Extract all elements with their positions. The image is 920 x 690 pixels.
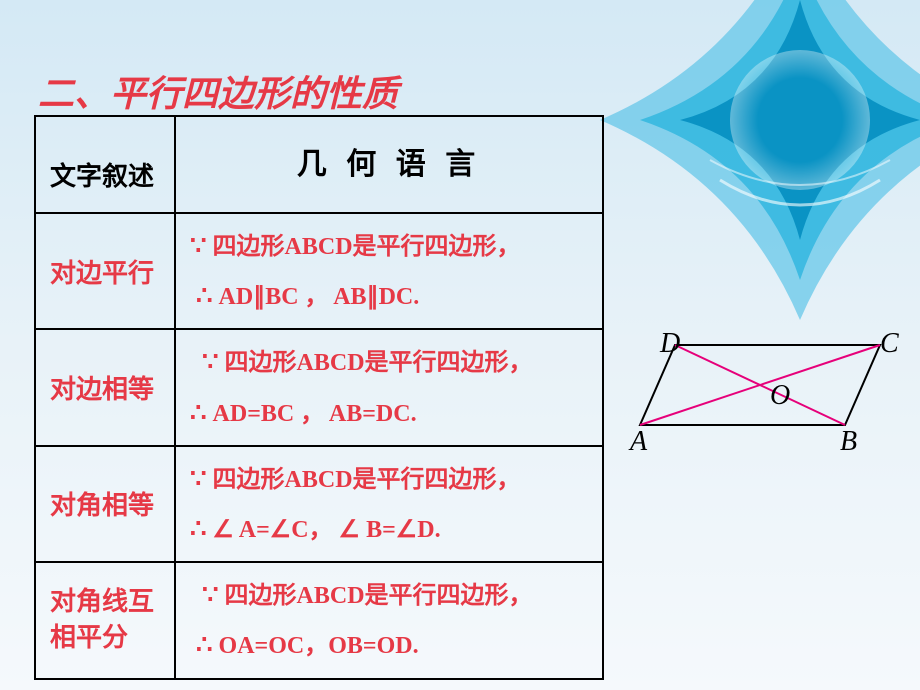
therefore-symbol: ∴ bbox=[196, 281, 219, 310]
therefore-symbol: ∴ bbox=[196, 630, 219, 659]
therefore-symbol: ∴ bbox=[190, 398, 213, 427]
property-label: 对角线互相平分 bbox=[36, 563, 176, 677]
parallelogram-diagram: A B C D O bbox=[630, 330, 900, 470]
table-row: 对角线互相平分 ∵四边形ABCD是平行四边形， ∴OA=OC，OB=OD. bbox=[36, 563, 602, 677]
premise-text: 四边形ABCD是平行四边形， bbox=[213, 234, 521, 260]
vertex-label-b: B bbox=[840, 426, 857, 458]
premise-text: 四边形ABCD是平行四边形， bbox=[225, 583, 533, 609]
premise-text: 四边形ABCD是平行四边形， bbox=[225, 350, 533, 376]
because-symbol: ∵ bbox=[202, 580, 225, 609]
property-geometry: ∵四边形ABCD是平行四边形， ∴AD=BC ， AB=DC. bbox=[176, 330, 602, 444]
property-label: 对边平行 bbox=[36, 214, 176, 328]
header-text-description: 文字叙述 bbox=[36, 117, 176, 212]
because-symbol: ∵ bbox=[190, 231, 213, 260]
vertex-label-a: A bbox=[630, 426, 647, 458]
because-symbol: ∵ bbox=[190, 464, 213, 493]
header-geometry-language: 几 何 语 言 bbox=[176, 117, 602, 212]
center-label-o: O bbox=[770, 380, 790, 412]
properties-table: 文字叙述 几 何 语 言 对边平行 ∵四边形ABCD是平行四边形， ∴AD∥BC… bbox=[34, 115, 604, 680]
property-label: 对角相等 bbox=[36, 447, 176, 561]
conclusion-text: AD∥BC ， AB∥DC. bbox=[219, 284, 420, 310]
conclusion-text: OA=OC，OB=OD. bbox=[219, 633, 419, 659]
table-row: 对边平行 ∵四边形ABCD是平行四边形， ∴AD∥BC ， AB∥DC. bbox=[36, 214, 602, 330]
property-geometry: ∵四边形ABCD是平行四边形， ∴∠ A=∠C， ∠ B=∠D. bbox=[176, 447, 602, 561]
table-header-row: 文字叙述 几 何 语 言 bbox=[36, 117, 602, 214]
conclusion-text: AD=BC ， AB=DC. bbox=[213, 401, 417, 427]
therefore-symbol: ∴ bbox=[190, 514, 213, 543]
vertex-label-c: C bbox=[880, 328, 899, 360]
page-title: 二、平行四边形的性质 bbox=[38, 65, 398, 117]
property-label: 对边相等 bbox=[36, 330, 176, 444]
table-row: 对边相等 ∵四边形ABCD是平行四边形， ∴AD=BC ， AB=DC. bbox=[36, 330, 602, 446]
corner-swoosh bbox=[600, 0, 920, 320]
property-geometry: ∵四边形ABCD是平行四边形， ∴OA=OC，OB=OD. bbox=[176, 563, 602, 677]
vertex-label-d: D bbox=[660, 328, 680, 360]
property-geometry: ∵四边形ABCD是平行四边形， ∴AD∥BC ， AB∥DC. bbox=[176, 214, 602, 328]
because-symbol: ∵ bbox=[202, 347, 225, 376]
premise-text: 四边形ABCD是平行四边形， bbox=[213, 467, 521, 493]
table-row: 对角相等 ∵四边形ABCD是平行四边形， ∴∠ A=∠C， ∠ B=∠D. bbox=[36, 447, 602, 563]
conclusion-text: ∠ A=∠C， ∠ B=∠D. bbox=[213, 517, 441, 543]
